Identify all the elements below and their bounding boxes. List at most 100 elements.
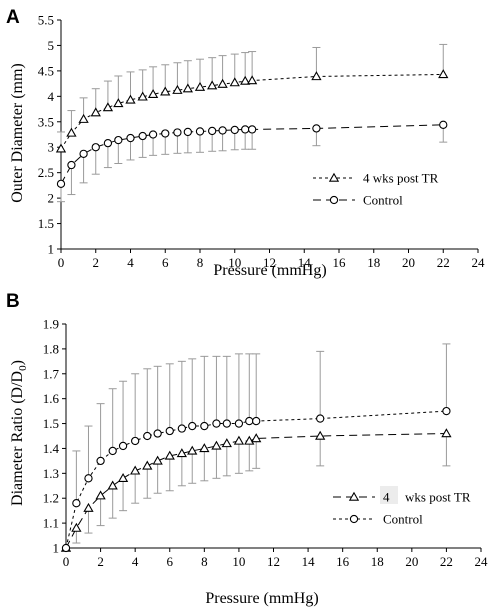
- panel-b-series-triangle-point: [107, 480, 118, 490]
- panel-b-x-tick-label: 2: [97, 554, 104, 569]
- panel-b-series-circle-point: [252, 416, 261, 426]
- panel-a-x-tick-label: 20: [402, 255, 415, 270]
- panel-b-series-triangle-point: [117, 473, 129, 483]
- panel-a-series-circle-point: [247, 125, 257, 134]
- panel-b-y-tick-label: 1.8: [43, 341, 59, 356]
- panel-a-series-triangle-point: [217, 78, 228, 88]
- panel-b-series-triangle-point: [199, 443, 210, 453]
- panel-a-series-circle-point: [208, 126, 217, 136]
- panel-b-series-circle-point: [165, 426, 174, 436]
- panel-b-series-triangle-point: [152, 455, 163, 465]
- panel-b-y-tick-label: 1.6: [43, 391, 60, 406]
- panel-a-legend-label-circle: Control: [363, 193, 403, 208]
- panel-b-series-triangle-point: [244, 435, 255, 445]
- panel-b-series-circle-point: [108, 446, 117, 456]
- panel-b-x-tick-label: 16: [336, 554, 350, 569]
- panel-a-series-circle-point: [439, 120, 448, 129]
- panel-a-series-circle-point: [173, 128, 182, 137]
- panel-b-y-tick-label: 1: [53, 541, 60, 556]
- panel-b-series-circle-point: [188, 421, 197, 431]
- panel-a-series-triangle-point: [311, 71, 322, 81]
- panel-a-series-circle-point: [114, 135, 123, 145]
- panel-a-label: A: [6, 7, 20, 28]
- panel-a-x-tick-label: 22: [437, 255, 450, 270]
- panel-b-series-circle-point: [212, 419, 221, 428]
- panel-a-series-triangle-point: [125, 94, 136, 104]
- panel-b-series-triangle-point: [187, 445, 198, 455]
- panel-b-series-circle-point: [61, 543, 71, 553]
- panel-b-series-triangle-point: [95, 490, 106, 500]
- panel-a-series-triangle-point: [194, 81, 206, 91]
- panel-b-x-axis-title: Pressure (mmHg): [205, 590, 318, 607]
- panel-b-x-tick-label: 22: [440, 554, 453, 569]
- panel-a-x-tick-label: 2: [93, 255, 100, 270]
- panel-a-series-circle-point: [195, 127, 205, 136]
- panel-b-series-circle-point: [72, 499, 81, 508]
- panel-a-series-triangle-point: [137, 91, 148, 101]
- panel-a-x-axis-title: Pressure (mmHg): [213, 262, 326, 279]
- panel-a-x-tick-label: 6: [162, 255, 169, 270]
- panel-a-y-tick-label: 2: [48, 191, 55, 206]
- panel-b-series-circle-point: [316, 414, 325, 423]
- panel-b-series-circle-point: [143, 431, 152, 441]
- panel-b-legend-label-prefix: 4: [383, 490, 390, 505]
- panel-a-y-tick-label: 3: [48, 140, 55, 155]
- panel-b-legend-highlight: [380, 486, 398, 504]
- panel-a-plot: 0 2 4 6 8 10 12 14 16 18 20 22 2411.522.533.544.555.…: [38, 13, 485, 271]
- panel-a-x-tick-label: 8: [197, 255, 204, 270]
- panel-b-x-tick-label: 10: [232, 554, 245, 569]
- panel-b-series-triangle-point: [71, 522, 82, 532]
- panel-a-series-triangle-point: [172, 84, 183, 94]
- panel-b-y-tick-label: 1.2: [43, 491, 59, 506]
- panel-a-series-triangle-point: [90, 107, 101, 117]
- panel-b-series-triangle-point: [251, 433, 262, 443]
- panel-b-y-tick-label: 1.1: [43, 516, 59, 531]
- panel-a-series-circle-point: [161, 129, 170, 138]
- panel-a-series-circle-point: [138, 131, 147, 141]
- panel-b-series-triangle-point: [221, 438, 232, 448]
- panel-b-series-circle-point: [84, 474, 93, 483]
- panel-b-x-tick-label: 20: [405, 554, 418, 569]
- panel-a-series-circle-point: [148, 130, 158, 139]
- panel-a-series-circle-point: [218, 126, 227, 135]
- panel-a-legend-marker-circle: [329, 195, 339, 205]
- panel-b-series-circle-point: [222, 419, 231, 428]
- panel-b-legend-marker-triangle: [348, 491, 360, 501]
- panel-b-y-tick-label: 1.7: [43, 366, 60, 381]
- panel-a-series-triangle-point: [160, 86, 171, 96]
- panel-a-series-triangle-point: [66, 127, 77, 137]
- panel-b-y-tick-label: 1.9: [43, 317, 59, 332]
- panel-a-y-tick-label: 1: [48, 242, 55, 257]
- panel-a-series-circle-point: [230, 125, 239, 135]
- panel-a-legend-label-triangle: 4 wks post TR: [363, 171, 439, 186]
- panel-b-series-triangle-point: [142, 460, 153, 470]
- panel-b-series-triangle-point: [176, 448, 188, 458]
- panel-b-y-tick-label: 1.5: [43, 416, 59, 431]
- panel-b-series-circle-point: [131, 436, 140, 446]
- panel-a-series-triangle-point: [207, 80, 218, 90]
- panel-a-series-triangle-point: [102, 102, 114, 112]
- panel-a-series-circle-point: [79, 149, 88, 158]
- panel-b-legend-label-triangle: wks post TR: [405, 490, 471, 505]
- panel-b-series-circle-point: [442, 406, 451, 416]
- panel-a-y-tick-label: 4: [48, 89, 55, 104]
- panel-a-series-triangle-point: [246, 75, 258, 85]
- panel-a-series-triangle-point: [113, 98, 124, 108]
- panel-a-series-circle-point: [241, 125, 250, 134]
- panel-a-x-tick-label: 16: [333, 255, 347, 270]
- panel-a-x-tick-label: 10: [228, 255, 241, 270]
- panel-a-y-tick-label: 5.5: [38, 13, 54, 28]
- panel-b-series-circle-point: [245, 416, 254, 426]
- panel-a-x-tick-label: 18: [367, 255, 380, 270]
- panel-a-series-circle-point: [183, 127, 192, 137]
- panel-b-x-tick-label: 4: [132, 554, 139, 569]
- panel-a-series-circle-point: [103, 139, 113, 148]
- panel-b-x-tick-label: 6: [167, 554, 174, 569]
- panel-b-legend-label-circle: Control: [383, 512, 423, 527]
- panel-a-y-axis-title: Outer Diameter (mm): [9, 63, 26, 203]
- panel-b-series-triangle-point: [83, 502, 94, 512]
- panel-b-plot: 0 2 4 6 8 10 12 14 16 18 20 22 2411.11.21.31.41.51.6…: [43, 317, 488, 570]
- panel-b-series-circle-point: [177, 424, 187, 433]
- panel-a-series-circle-point: [56, 179, 66, 189]
